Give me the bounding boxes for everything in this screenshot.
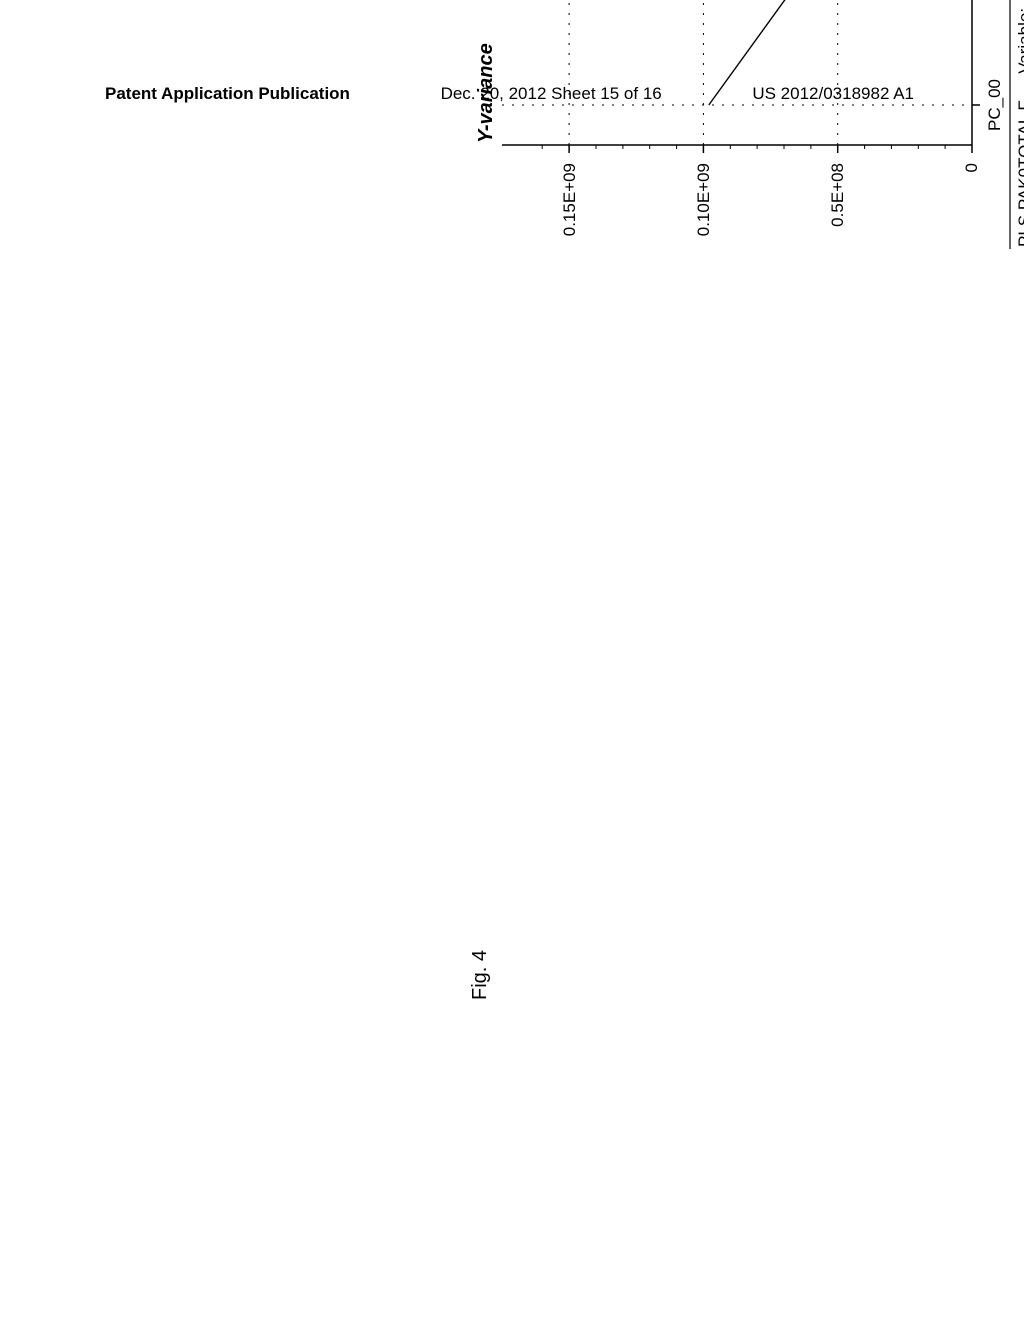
variance-chart: 0 0.5E+08 0.10E+09 0.15E+09 PC_00 PC_01 … (452, 0, 1024, 295)
ytick-label: 0 (962, 163, 981, 172)
plot-area (502, 0, 980, 153)
ytick-label: 0.10E+09 (694, 163, 713, 236)
header-left: Patent Application Publication (105, 84, 350, 104)
ytick-label: 0.5E+08 (828, 163, 847, 227)
figure-caption: Fig. 4 (469, 950, 492, 1000)
chart-title-left: Y-variance (475, 43, 497, 143)
data-line (615, 0, 967, 105)
ytick-label: 0.15E+09 (560, 163, 579, 236)
footer-text: PLS PAK0TOTAL F…, Variable: v.Total (1015, 0, 1024, 247)
xtick-label: PC_00 (985, 79, 1004, 131)
figure-container: 0 0.5E+08 0.10E+09 0.15E+09 PC_00 PC_01 … (452, 0, 1024, 295)
